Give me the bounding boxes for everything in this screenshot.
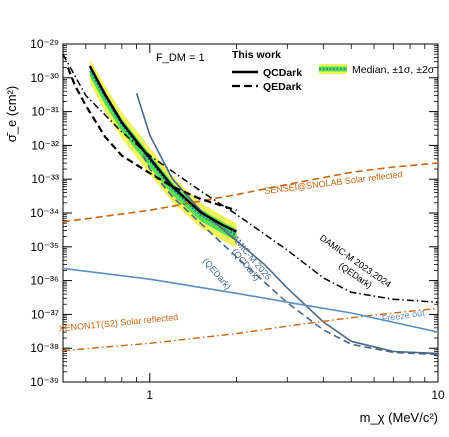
series-qedark-line <box>66 67 237 212</box>
y-tick-label: 10⁻³⁴ <box>30 206 59 220</box>
y-tick-label: 10⁻³⁸ <box>30 341 59 355</box>
y-axis-label: σ̄_e (cm²) <box>4 86 19 142</box>
y-tick-label: 10⁻³⁶ <box>30 274 59 288</box>
plot-area <box>63 53 438 356</box>
x-axis-label: m_χ (MeV/c²) <box>360 410 438 425</box>
y-tick-label: 10⁻²⁹ <box>30 37 59 51</box>
x-tick-label: 1 <box>146 388 153 402</box>
y-tick-label: 10⁻³⁹ <box>30 375 59 389</box>
series-freeze-out-line <box>63 267 438 333</box>
y-tick-label: 10⁻³³ <box>31 172 59 186</box>
y-tick-label: 10⁻³⁷ <box>31 307 59 321</box>
y-tick-label: 10⁻³⁰ <box>31 71 60 85</box>
annotation-xenon1t-s2-solar-reflected: XENON1T(S2) Solar reflected <box>58 312 178 333</box>
series-damic-m-2023-2024-line <box>63 53 438 303</box>
y-tick-label: 10⁻³² <box>31 138 59 152</box>
series-damic-m-2025-qcdark-line <box>135 92 438 355</box>
series-qcdark-line <box>88 65 238 233</box>
y-tick-labels: 10⁻²⁹ 10⁻³⁰ 10⁻³¹ 10⁻³² 10⁻³³ 10⁻³⁴ 10⁻³⁵ 10⁻³⁶… <box>30 37 59 389</box>
y-tick-label: 10⁻³¹ <box>31 105 59 119</box>
legend-qcdark-label: QCDark <box>263 67 302 79</box>
annotation-sensei-snolab-solar-reflected: SENSEI@SNOLAB Solar reflected <box>264 169 403 196</box>
series-damic-m-2025-qedark-line <box>142 155 438 356</box>
x-tick-label: 10 <box>431 388 445 402</box>
legend-qedark-label: QEDark <box>263 81 302 93</box>
y-tick-label: 10⁻³⁵ <box>30 240 59 254</box>
fdm-annotation: F_DM = 1 <box>156 52 205 64</box>
legend: This work QCDark QEDark Median, ±1σ, ±2σ <box>232 49 435 93</box>
annotation-freeze-out: Freeze out <box>381 308 425 324</box>
series-xenon1t-s2-solar-reflected-line <box>63 307 438 352</box>
series-sensei-snolab-solar-reflected-line <box>63 162 438 223</box>
annotation-qedark: (QEDark) <box>201 256 233 292</box>
x-tick-labels: 1 10 <box>146 388 445 402</box>
band-median-line <box>89 70 237 236</box>
legend-band-label: Median, ±1σ, ±2σ <box>352 64 435 76</box>
legend-title: This work <box>232 49 281 61</box>
